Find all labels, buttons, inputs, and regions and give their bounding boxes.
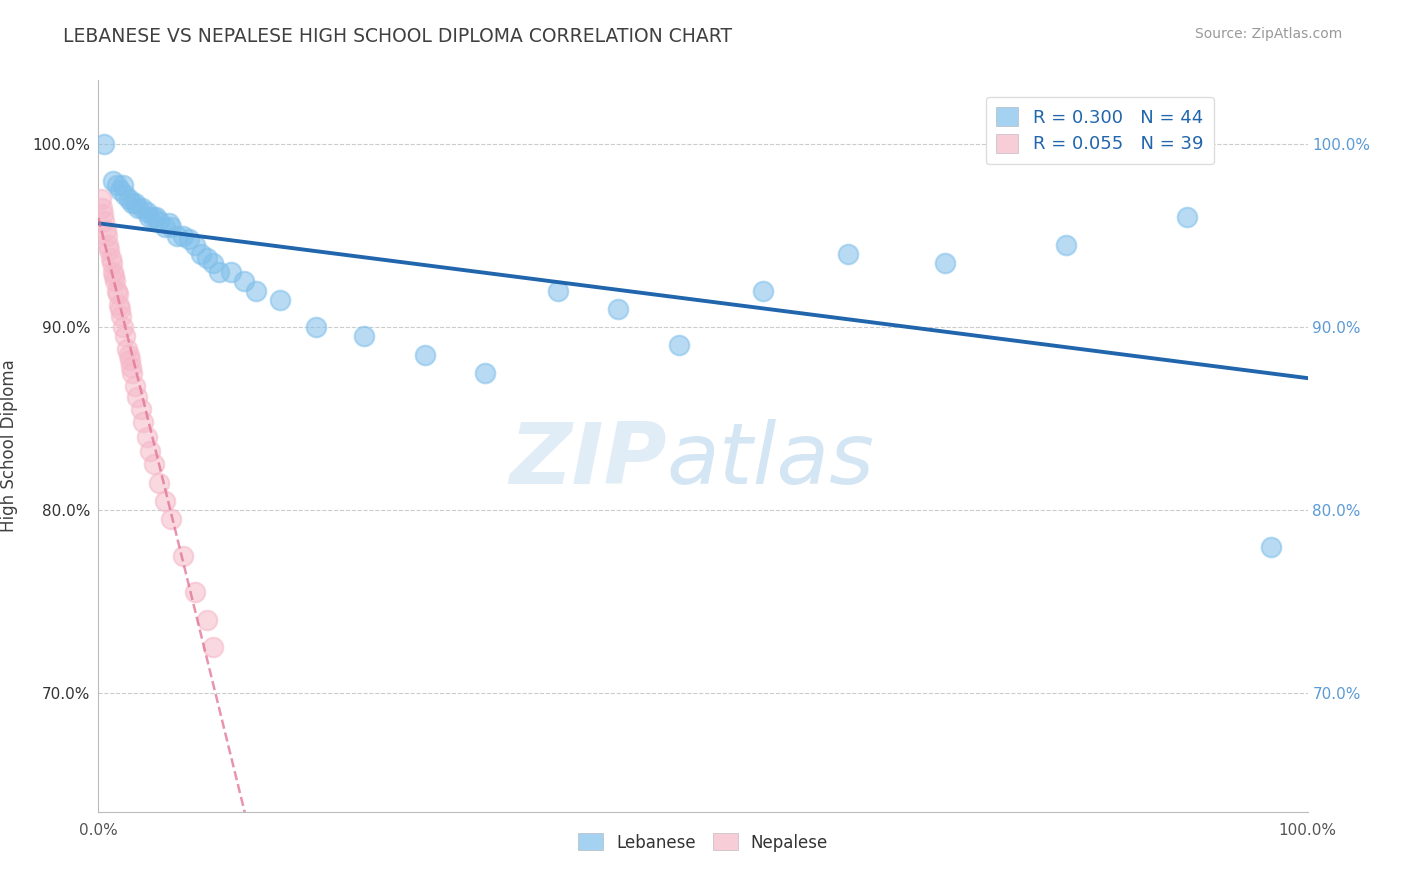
Y-axis label: High School Diploma: High School Diploma (0, 359, 18, 533)
Point (104, 274, 127, 288)
Point (108, 183, 131, 197)
Point (101, 174, 124, 188)
Point (132, 415, 155, 429)
Point (837, 247, 859, 261)
Point (160, 512, 183, 526)
Point (145, 211, 167, 225)
Point (107, 287, 129, 301)
Point (93, 137, 115, 152)
Point (100, 251, 122, 265)
Point (269, 293, 291, 307)
Point (143, 458, 166, 472)
Point (103, 268, 125, 283)
Point (934, 256, 956, 270)
Point (195, 613, 218, 627)
Point (111, 178, 134, 192)
Text: Source: ZipAtlas.com: Source: ZipAtlas.com (1195, 27, 1343, 41)
Point (105, 178, 128, 192)
Point (353, 329, 375, 343)
Point (184, 238, 207, 252)
Point (139, 444, 162, 458)
Point (752, 284, 775, 298)
Point (94, 223, 117, 237)
Text: atlas: atlas (666, 419, 875, 502)
Point (172, 228, 194, 243)
Point (124, 378, 146, 392)
Legend: Lebanese, Nepalese: Lebanese, Nepalese (571, 827, 835, 858)
Point (121, 195, 143, 210)
Point (157, 216, 180, 230)
Point (142, 211, 165, 225)
Point (1260, 540, 1282, 554)
Point (172, 549, 194, 563)
Point (1054, 238, 1077, 252)
Text: LEBANESE VS NEPALESE HIGH SCHOOL DIPLOMA CORRELATION CHART: LEBANESE VS NEPALESE HIGH SCHOOL DIPLOMA… (63, 27, 733, 45)
Point (202, 640, 225, 655)
Point (127, 390, 149, 404)
Point (120, 360, 142, 375)
Point (114, 329, 136, 343)
Point (138, 211, 160, 225)
Point (121, 366, 143, 380)
Point (97, 238, 120, 252)
Point (232, 274, 254, 288)
Point (110, 309, 132, 323)
Point (179, 232, 201, 246)
Point (91, 201, 114, 215)
Point (208, 265, 231, 279)
Point (153, 219, 176, 234)
Point (93, 214, 115, 228)
Point (153, 493, 176, 508)
Point (118, 353, 141, 368)
Point (117, 342, 139, 356)
Point (127, 201, 149, 215)
Point (474, 366, 496, 380)
Point (111, 320, 134, 334)
Point (131, 201, 153, 215)
Point (668, 338, 690, 352)
Point (148, 214, 170, 228)
Point (129, 402, 152, 417)
Point (91, 207, 114, 221)
Point (547, 284, 569, 298)
Point (124, 195, 146, 210)
Point (101, 265, 124, 279)
Point (184, 585, 207, 599)
Point (98, 244, 121, 258)
Point (118, 192, 141, 206)
Point (221, 265, 243, 279)
Point (607, 301, 630, 316)
Point (1175, 211, 1198, 225)
Point (190, 247, 212, 261)
Point (305, 320, 328, 334)
Point (135, 205, 157, 219)
Point (118, 347, 141, 362)
Point (135, 430, 157, 444)
Point (148, 475, 170, 490)
Point (100, 256, 122, 270)
Point (96, 228, 118, 243)
Point (114, 188, 136, 202)
Point (245, 284, 267, 298)
Point (160, 219, 183, 234)
Point (202, 256, 225, 270)
Point (105, 284, 128, 298)
Point (108, 301, 131, 316)
Point (166, 228, 188, 243)
Point (90, 192, 112, 206)
Point (108, 298, 131, 312)
Text: ZIP: ZIP (509, 419, 666, 502)
Point (195, 251, 218, 265)
Point (413, 347, 436, 362)
